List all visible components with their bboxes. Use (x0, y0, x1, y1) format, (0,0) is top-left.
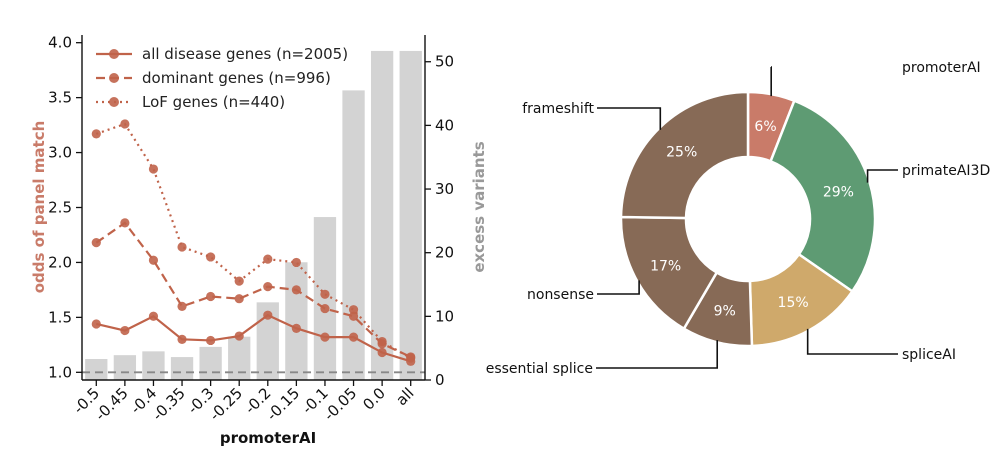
y-tick-label: 2.5 (48, 199, 72, 217)
bar (400, 51, 422, 380)
y2-axis-label: excess variants (470, 141, 488, 272)
bar (228, 337, 250, 380)
callout-label: promoterAI (902, 60, 981, 76)
data-point (235, 277, 244, 286)
data-point (263, 282, 272, 291)
bar (285, 262, 307, 380)
callout-label: essential splice (486, 361, 593, 377)
callout-line (597, 280, 639, 294)
slice-percent-label: 25% (666, 145, 697, 161)
x-tick-label: -0.45 (92, 384, 132, 424)
data-point (177, 335, 186, 344)
bar (114, 355, 136, 380)
data-point (378, 348, 387, 357)
bar (371, 51, 393, 380)
x-tick-label: 0.0 (359, 384, 389, 414)
data-point (206, 252, 215, 261)
data-point (206, 292, 215, 301)
data-point (177, 242, 186, 251)
bar (171, 357, 193, 380)
data-point (320, 304, 329, 313)
legend-label: LoF genes (n=440) (142, 93, 285, 111)
x-tick-label: -0.25 (206, 384, 246, 424)
y2-tick-label: 40 (435, 116, 454, 134)
data-point (292, 285, 301, 294)
legend-marker (109, 49, 119, 59)
y-tick-label: 4.0 (48, 34, 72, 52)
data-point (292, 258, 301, 267)
x-tick-label: all (392, 384, 417, 409)
callout-line (808, 329, 898, 354)
slice-percent-label: 9% (714, 304, 736, 320)
data-point (263, 311, 272, 320)
slice-percent-label: 29% (823, 184, 854, 200)
data-point (235, 331, 244, 340)
data-point (149, 164, 158, 173)
y2-tick-label: 30 (435, 180, 454, 198)
legend-marker (109, 97, 119, 107)
callout-line (597, 108, 660, 130)
data-point (292, 324, 301, 333)
line-bar-chart: 1.01.52.02.53.03.54.001020304050-0.5-0.4… (30, 34, 488, 447)
legend-marker (109, 73, 119, 83)
callout-label: primateAI3D (902, 163, 990, 179)
data-point (349, 305, 358, 314)
series-group (92, 119, 416, 366)
slice-percent-label: 17% (650, 258, 681, 274)
y2-tick-label: 50 (435, 53, 454, 71)
y2-tick-label: 10 (435, 307, 454, 325)
data-point (320, 333, 329, 342)
y-axis-label: odds of panel match (30, 121, 48, 294)
data-point (120, 119, 129, 128)
data-point (120, 218, 129, 227)
data-point (149, 312, 158, 321)
legend: all disease genes (n=2005) dominant genes… (96, 45, 348, 111)
donut-chart: 6% promoterAI 29% primateAI3D 15% spliceAI 9% e… (486, 60, 991, 377)
y-tick-label: 3.5 (48, 89, 72, 107)
callout-line (868, 170, 898, 183)
callout-line (596, 340, 717, 368)
legend-label: dominant genes (n=996) (142, 69, 331, 87)
data-point (349, 333, 358, 342)
slice-percent-label: 15% (778, 295, 809, 311)
bar (142, 351, 164, 380)
data-point (92, 238, 101, 247)
callout-label: nonsense (527, 287, 594, 303)
y2-tick-label: 20 (435, 244, 454, 262)
y-tick-label: 3.0 (48, 144, 72, 162)
data-point (406, 353, 415, 362)
x-tick-label: -0.35 (149, 384, 189, 424)
data-point (92, 319, 101, 328)
x-tick-label: -0.05 (320, 384, 360, 424)
y-tick-label: 1.5 (48, 308, 72, 326)
y-tick-label: 1.0 (48, 363, 72, 381)
data-point (235, 294, 244, 303)
bar (85, 359, 107, 380)
y2-tick-label: 0 (435, 371, 445, 389)
data-point (263, 255, 272, 264)
callout-label: spliceAI (902, 347, 956, 363)
y-tick-label: 2.0 (48, 253, 72, 271)
x-axis-label: promoterAI (220, 429, 316, 447)
data-point (320, 290, 329, 299)
data-point (177, 302, 186, 311)
x-tick-label: -0.15 (263, 384, 303, 424)
data-point (149, 256, 158, 265)
data-point (120, 326, 129, 335)
data-point (92, 129, 101, 138)
slice-percent-label: 6% (754, 119, 776, 135)
legend-label: all disease genes (n=2005) (142, 45, 348, 63)
data-point (206, 336, 215, 345)
bar (199, 347, 221, 380)
callout-label: frameshift (522, 101, 594, 117)
data-point (378, 337, 387, 346)
